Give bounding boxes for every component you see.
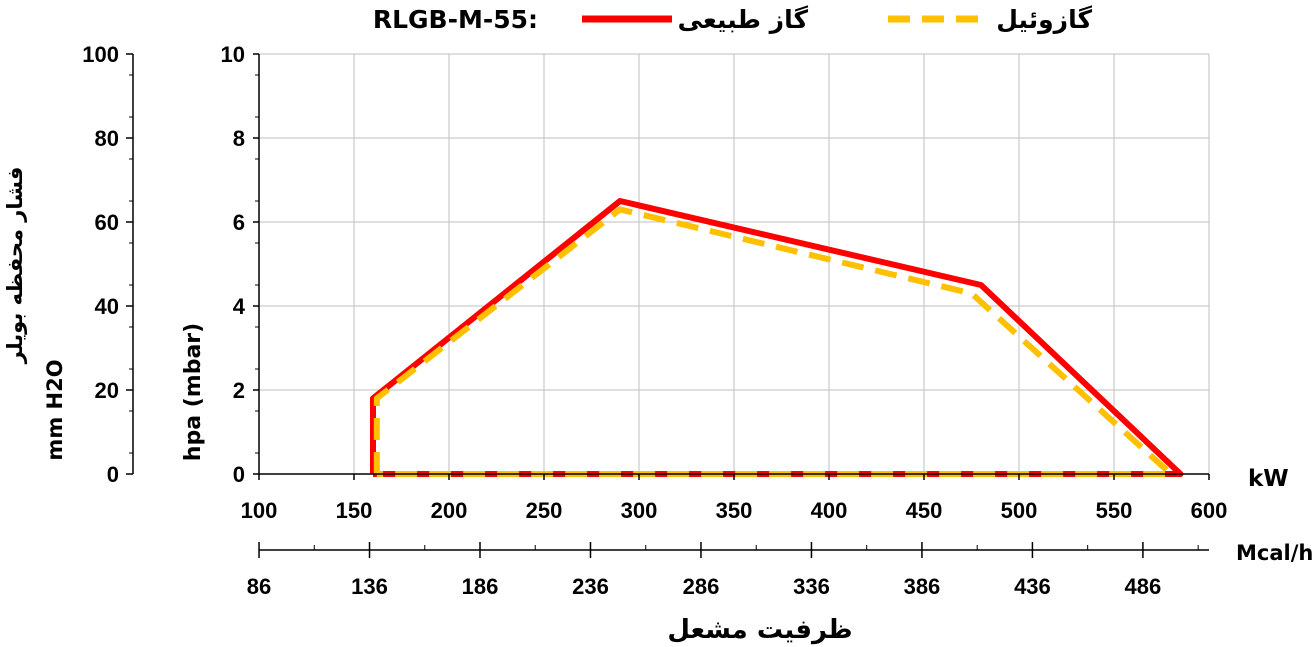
y-tick-label: 0 bbox=[233, 462, 245, 487]
y-tick-label: 4 bbox=[233, 294, 246, 319]
series-line-diesel bbox=[373, 206, 1174, 477]
legend-label-natural-gas: گاز طبیعی bbox=[678, 5, 809, 34]
y-tick-label: 8 bbox=[233, 126, 245, 151]
y-tick-label: 10 bbox=[221, 42, 245, 67]
x2-tick-label: 136 bbox=[351, 574, 388, 599]
y2-tick-label: 100 bbox=[82, 42, 119, 67]
series-layer bbox=[370, 198, 1184, 477]
x2-tick-label: 86 bbox=[247, 574, 271, 599]
x-tick-label: 200 bbox=[431, 498, 468, 523]
y2-tick-label: 60 bbox=[95, 210, 119, 235]
x-tick-label: 550 bbox=[1096, 498, 1133, 523]
y2-tick-label: 40 bbox=[95, 294, 119, 319]
series-line-natural-gas bbox=[370, 198, 1184, 477]
y-tick-label: 6 bbox=[233, 210, 245, 235]
x2-tick-label: 486 bbox=[1125, 574, 1162, 599]
x-tick-label: 250 bbox=[526, 498, 563, 523]
grid-layer bbox=[259, 53, 1210, 474]
y2-tick-label: 80 bbox=[95, 126, 119, 151]
x-tick-label: 150 bbox=[336, 498, 373, 523]
x-tick-label: 100 bbox=[241, 498, 278, 523]
x-tick-label: 500 bbox=[1001, 498, 1038, 523]
y2-axis-label-line2: mm H2O bbox=[43, 359, 67, 460]
x2-tick-label: 286 bbox=[683, 574, 720, 599]
x-tick-label: 600 bbox=[1191, 498, 1228, 523]
y2-axis-label-line1: فشار محفظه بویلر bbox=[3, 167, 27, 365]
legend-label-diesel: گازوئیل bbox=[996, 5, 1092, 35]
x2-axis-unit-mcal: Mcal/h bbox=[1236, 541, 1313, 565]
x-axis-unit-kw: kW bbox=[1248, 466, 1289, 492]
x-tick-label: 300 bbox=[621, 498, 658, 523]
x-tick-label: 400 bbox=[811, 498, 848, 523]
x2-tick-label: 436 bbox=[1014, 574, 1051, 599]
y2-tick-label: 0 bbox=[107, 462, 119, 487]
x2-tick-label: 336 bbox=[793, 574, 830, 599]
y-axis-label: hpa (mbar) bbox=[181, 323, 206, 461]
x2-tick-label: 386 bbox=[904, 574, 941, 599]
y2-tick-label: 20 bbox=[95, 378, 119, 403]
x-tick-label: 450 bbox=[906, 498, 943, 523]
chart-title: RLGB-M-55: bbox=[373, 5, 538, 34]
x2-tick-label: 186 bbox=[462, 574, 499, 599]
x-tick-label: 350 bbox=[716, 498, 753, 523]
legend: RLGB-M-55: گاز طبیعی گازوئیل bbox=[373, 5, 1093, 35]
x-axis-label: ظرفیت مشعل bbox=[667, 615, 852, 645]
x2-tick-label: 236 bbox=[572, 574, 609, 599]
y-tick-label: 2 bbox=[233, 378, 245, 403]
